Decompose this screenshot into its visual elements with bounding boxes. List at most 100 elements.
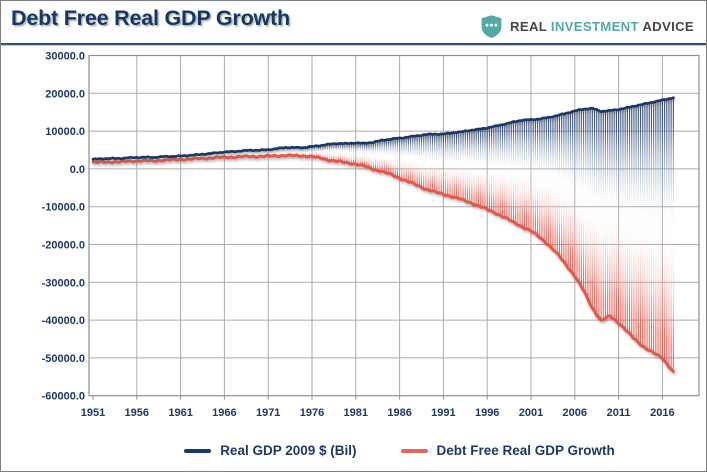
- connector-line: [258, 150, 260, 157]
- connector-line: [142, 157, 144, 161]
- connector-line: [644, 103, 646, 348]
- connector-line: [462, 131, 464, 200]
- connector-line: [537, 118, 539, 236]
- connector-line: [114, 158, 116, 162]
- connector-line: [127, 157, 129, 162]
- connector-line: [604, 111, 607, 319]
- brand-wordmark: REAL INVESTMENT ADVICE: [510, 19, 694, 34]
- connector-line: [239, 151, 241, 157]
- connector-line: [615, 109, 617, 322]
- connector-line: [486, 128, 488, 210]
- connector-line: [637, 105, 639, 343]
- connector-line: [166, 156, 169, 160]
- connector-line: [276, 148, 278, 157]
- connector-line: [320, 145, 322, 159]
- connector-line: [346, 143, 348, 163]
- connector-line: [431, 134, 433, 191]
- connector-line: [265, 149, 267, 156]
- connector-line: [596, 109, 598, 316]
- connector-line: [440, 133, 442, 193]
- connector-line: [447, 133, 449, 196]
- plot-border: [88, 54, 700, 397]
- connector-line: [383, 140, 385, 172]
- connector-line: [191, 155, 193, 160]
- y-tick-label: -40000.0: [42, 315, 85, 327]
- connector-line: [272, 149, 274, 157]
- connector-line: [587, 109, 589, 300]
- connector-line: [561, 113, 563, 260]
- connector-line: [399, 137, 401, 179]
- connector-line: [94, 158, 96, 163]
- connector-line: [223, 152, 225, 157]
- connector-line: [199, 154, 201, 159]
- connector-line: [655, 101, 657, 355]
- connector-line: [407, 137, 409, 182]
- connector-line: [355, 143, 357, 165]
- connector-line: [657, 100, 659, 355]
- connector-line: [484, 128, 486, 208]
- y-tick-label: -20000.0: [42, 240, 85, 252]
- x-tick-label: 2006: [563, 407, 587, 419]
- connector-line: [96, 159, 98, 163]
- connector-line: [379, 140, 381, 172]
- connector-line: [672, 97, 674, 372]
- connector-line: [585, 108, 587, 295]
- connector-line: [563, 114, 565, 262]
- connector-line: [315, 145, 317, 157]
- connector-line: [140, 157, 142, 162]
- connector-line: [574, 110, 576, 277]
- connector-line: [311, 146, 313, 157]
- connector-line: [453, 132, 455, 198]
- connector-line: [304, 147, 306, 157]
- connector-line: [261, 149, 263, 157]
- connector-line: [116, 158, 118, 162]
- connector-line: [125, 157, 127, 162]
- connector-line: [153, 157, 155, 162]
- connector-line: [455, 132, 458, 198]
- legend-swatch-debt-free: [400, 448, 428, 453]
- shield-dots-icon: [481, 15, 502, 38]
- connector-line: [626, 107, 628, 332]
- connector-line: [328, 144, 331, 162]
- connector-line: [491, 127, 493, 211]
- highlow-connector-lines: [92, 97, 674, 372]
- connector-line: [210, 153, 212, 159]
- y-tick-label: -50000.0: [42, 353, 85, 365]
- connector-line: [381, 139, 383, 172]
- legend-item-real-gdp: Real GDP 2009 $ (Bil): [184, 443, 357, 458]
- connector-line: [158, 157, 160, 161]
- connector-line: [162, 156, 164, 161]
- connector-line: [466, 131, 469, 203]
- connector-line: [613, 109, 615, 320]
- connector-line: [359, 143, 361, 165]
- connector-line: [289, 147, 291, 155]
- x-tick-label: 2016: [650, 407, 674, 419]
- connector-line: [530, 119, 532, 232]
- connector-line: [593, 109, 596, 312]
- connector-line: [545, 118, 547, 244]
- connector-line: [296, 147, 298, 156]
- connector-line: [390, 139, 392, 174]
- connector-line: [256, 150, 258, 158]
- connector-line: [659, 100, 661, 357]
- connector-line: [232, 151, 234, 158]
- connector-line: [477, 128, 479, 206]
- connector-line: [188, 155, 190, 159]
- y-axis-labels: 30000.0 20000.0 10000.0 0.0 -10000.0 -20000.0…: [42, 51, 85, 403]
- connector-line: [234, 151, 236, 158]
- connector-line: [324, 145, 326, 159]
- connector-line: [528, 119, 530, 230]
- x-tick-label: 2011: [607, 407, 631, 419]
- connector-line: [385, 139, 388, 174]
- connector-line: [670, 98, 672, 370]
- connector-line: [646, 103, 648, 350]
- connector-line: [664, 99, 666, 361]
- connector-line: [372, 142, 374, 170]
- connector-line: [633, 106, 635, 339]
- connector-line: [539, 119, 541, 238]
- connector-line: [374, 141, 377, 170]
- connector-line: [423, 134, 425, 190]
- connector-line: [602, 111, 604, 320]
- connector-line: [624, 108, 626, 330]
- connector-line: [668, 98, 670, 368]
